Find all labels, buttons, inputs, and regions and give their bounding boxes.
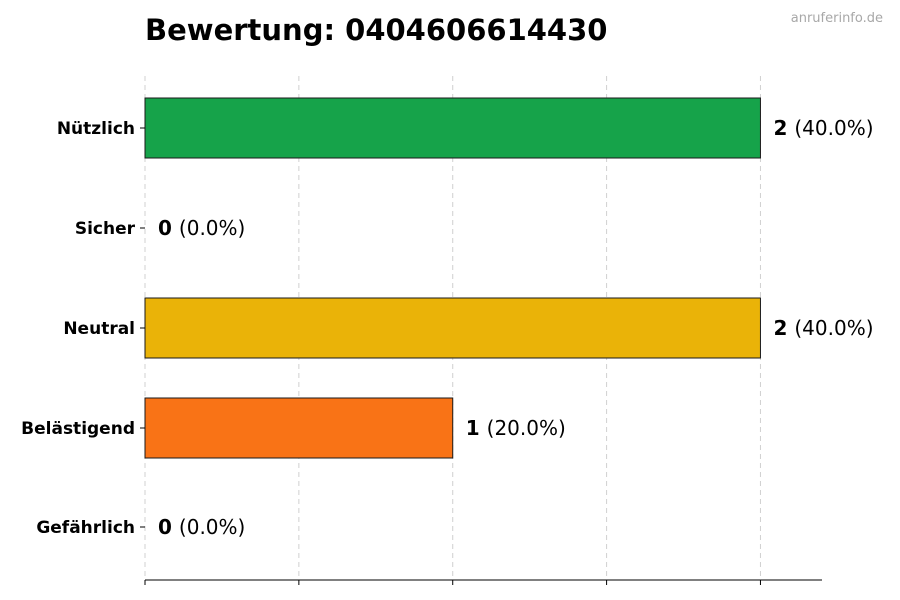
value-label-5: 0 (0.0%): [158, 515, 245, 539]
bars-layer: [144, 97, 761, 459]
category-label-4: Belästigend: [21, 419, 135, 439]
chart-title: Bewertung: 0404606614430: [145, 13, 607, 47]
watermark: anruferinfo.de: [791, 11, 883, 26]
value-label-4: 1 (20.0%): [466, 416, 566, 440]
value-percent-3: (40.0%): [794, 316, 873, 340]
value-percent-5: (0.0%): [179, 515, 245, 539]
value-label-1: 2 (40.0%): [773, 116, 873, 140]
value-count-4: 1: [466, 416, 480, 440]
bar-3: [144, 297, 761, 359]
value-count-2: 0: [158, 216, 172, 240]
value-count-5: 0: [158, 515, 172, 539]
value-count-1: 2: [773, 116, 787, 140]
value-percent-4: (20.0%): [487, 416, 566, 440]
category-label-1: Nützlich: [57, 119, 135, 139]
value-percent-2: (0.0%): [179, 216, 245, 240]
value-count-3: 2: [773, 316, 787, 340]
axis-layer: [140, 127, 822, 585]
category-label-3: Neutral: [63, 319, 135, 339]
category-label-5: Gefährlich: [36, 518, 135, 538]
value-label-2: 0 (0.0%): [158, 216, 245, 240]
bar-1: [144, 97, 761, 159]
labels-layer: Nützlich 2 (40.0%) Sicher 0 (0.0%) Neutral 2 (40…: [21, 116, 873, 539]
value-percent-1: (40.0%): [794, 116, 873, 140]
value-label-3: 2 (40.0%): [773, 316, 873, 340]
bar-4: [144, 397, 454, 459]
category-label-2: Sicher: [75, 219, 136, 239]
